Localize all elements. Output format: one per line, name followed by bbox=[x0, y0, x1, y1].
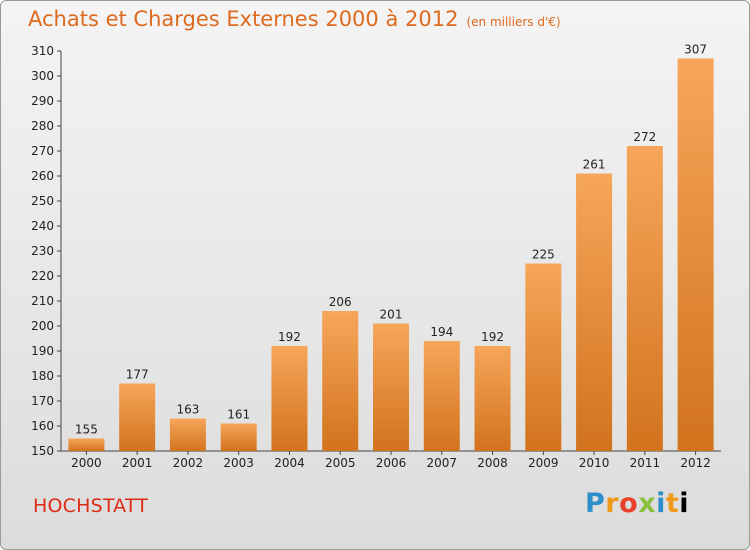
y-tick-label: 250 bbox=[31, 194, 54, 208]
bar bbox=[322, 311, 359, 451]
y-tick-label: 300 bbox=[31, 69, 54, 83]
bar bbox=[220, 423, 257, 451]
title-unit: (en milliers d'€) bbox=[466, 15, 561, 29]
bar-value-label: 201 bbox=[380, 308, 403, 322]
y-tick-label: 190 bbox=[31, 344, 54, 358]
x-tick-label: 2002 bbox=[173, 456, 204, 470]
y-tick-label: 160 bbox=[31, 419, 54, 433]
bar-value-label: 194 bbox=[430, 325, 453, 339]
x-tick-label: 2010 bbox=[579, 456, 610, 470]
y-tick-label: 290 bbox=[31, 94, 54, 108]
bar bbox=[373, 323, 409, 451]
bar-value-label: 225 bbox=[532, 248, 555, 262]
bar-value-label: 261 bbox=[583, 158, 606, 172]
bar bbox=[423, 341, 460, 451]
logo-letter: i bbox=[679, 488, 690, 519]
y-tick-label: 270 bbox=[31, 144, 54, 158]
bar bbox=[119, 383, 156, 451]
x-tick-label: 2012 bbox=[680, 456, 711, 470]
bar bbox=[68, 438, 105, 451]
logo-letter: i bbox=[656, 488, 666, 519]
labels: 155 177 163 161 192 206 201 194 192 225 261 272 307 bbox=[75, 43, 707, 437]
y-tick-label: 240 bbox=[31, 219, 54, 233]
y-tick-label: 260 bbox=[31, 169, 54, 183]
y-tick-label: 230 bbox=[31, 244, 54, 258]
y-tick-label: 180 bbox=[31, 369, 54, 383]
logo-letter: o bbox=[619, 488, 639, 519]
axes: 150 160 170 180 190 200 210 220 230 240 250 260 270 2… bbox=[31, 44, 721, 470]
title-text: Achats et Charges Externes 2000 à 2012 bbox=[28, 7, 459, 31]
x-tick-label: 2007 bbox=[426, 456, 457, 470]
bar-value-label: 307 bbox=[684, 43, 707, 57]
logo-letter: t bbox=[665, 488, 680, 519]
bar-value-label: 206 bbox=[329, 295, 352, 309]
bar-value-label: 192 bbox=[481, 330, 504, 344]
logo-letter: x bbox=[638, 488, 657, 519]
logo-letter: P bbox=[585, 488, 606, 519]
bar-value-label: 272 bbox=[633, 130, 656, 144]
x-tick-label: 2008 bbox=[477, 456, 508, 470]
bar-value-label: 155 bbox=[75, 423, 98, 437]
bar bbox=[677, 58, 714, 451]
logo-letter: r bbox=[605, 488, 620, 519]
x-tick-label: 2011 bbox=[630, 456, 661, 470]
y-tick-label: 210 bbox=[31, 294, 54, 308]
y-tick-label: 220 bbox=[31, 269, 54, 283]
bar bbox=[169, 418, 206, 451]
bar-value-label: 161 bbox=[227, 408, 250, 422]
bar-value-label: 192 bbox=[278, 330, 301, 344]
x-tick-label: 2009 bbox=[528, 456, 559, 470]
bars bbox=[68, 58, 714, 451]
y-tick-label: 280 bbox=[31, 119, 54, 133]
x-tick-label: 2001 bbox=[122, 456, 153, 470]
x-tick-label: 2005 bbox=[325, 456, 356, 470]
bar bbox=[626, 146, 663, 451]
x-tick-label: 2004 bbox=[274, 456, 305, 470]
commune-name: HOCHSTATT bbox=[33, 495, 149, 517]
bar bbox=[576, 173, 613, 451]
y-tick-label: 310 bbox=[31, 44, 54, 58]
x-tick-label: 2003 bbox=[223, 456, 254, 470]
y-tick-label: 200 bbox=[31, 319, 54, 333]
bar-value-label: 177 bbox=[126, 368, 149, 382]
y-tick-label: 150 bbox=[31, 444, 54, 458]
bar bbox=[271, 346, 308, 451]
bar bbox=[525, 263, 562, 451]
x-tick-label: 2006 bbox=[376, 456, 407, 470]
bar bbox=[474, 346, 511, 451]
bar-value-label: 163 bbox=[176, 403, 199, 417]
x-tick-label: 2000 bbox=[71, 456, 102, 470]
y-tick-label: 170 bbox=[31, 394, 54, 408]
chart-title: Achats et Charges Externes 2000 à 2012 (e… bbox=[28, 7, 561, 31]
proxiti-logo[interactable]: Proxiti bbox=[585, 488, 689, 519]
